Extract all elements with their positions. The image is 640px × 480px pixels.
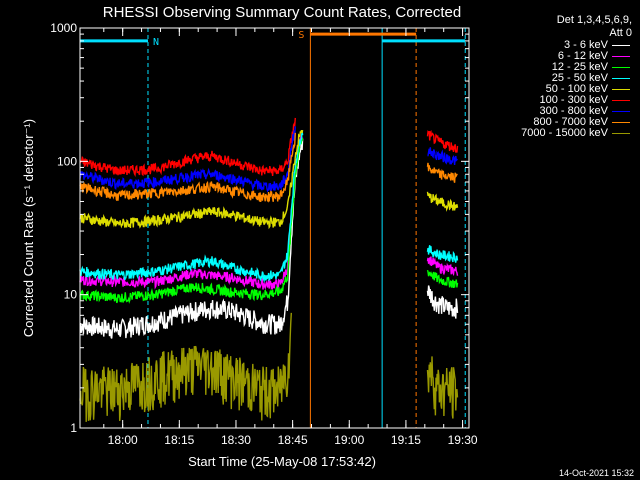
legend-swatch — [612, 133, 630, 134]
series-line-3 — [79, 130, 304, 283]
series-line-0-after-gap — [426, 285, 459, 319]
annotation-label-0: N — [153, 37, 159, 48]
legend-label: 50 - 100 keV — [545, 83, 608, 95]
legend-label: 300 - 800 keV — [539, 105, 609, 117]
series-line-5 — [79, 117, 296, 178]
legend-label: 100 - 300 keV — [539, 94, 609, 106]
legend-item: 12 - 25 keV — [486, 62, 636, 73]
axes-ticks: 1 10 100 1000 18:00 18:15 18:30 18:45 19:00 19:15… — [50, 21, 478, 447]
series-line-4 — [79, 129, 304, 230]
x-axis-label: Start Time (25-May-08 17:53:42) — [188, 454, 376, 469]
series-line-8-after-gap — [426, 356, 459, 419]
x-tick-label: 19:15 — [391, 433, 421, 447]
y-tick-label: 100 — [57, 154, 77, 168]
series-line-2-after-gap — [426, 269, 459, 288]
series-line-1 — [79, 134, 304, 291]
plot-frame — [79, 27, 470, 429]
y-tick-label: 1000 — [50, 21, 77, 35]
plot-area: NS — [79, 28, 466, 428]
legend-header-line2: Att 0 — [609, 27, 632, 39]
legend-item: 6 - 12 keV — [486, 51, 636, 62]
legend-swatch — [612, 100, 630, 101]
legend-swatch — [612, 67, 630, 68]
series-line-8 — [79, 312, 292, 422]
series-line-6 — [79, 126, 296, 193]
legend-item: 100 - 300 keV — [486, 95, 636, 106]
y-tick-label: 10 — [64, 288, 78, 302]
x-tick-label: 18:15 — [164, 433, 194, 447]
series-line-1-after-gap — [426, 256, 459, 277]
series-line-5-after-gap — [426, 130, 459, 153]
legend-item: 300 - 800 keV — [486, 106, 636, 117]
footer-timestamp: 14-Oct-2021 15:32 — [558, 468, 634, 478]
legend-item: 800 - 7000 keV — [486, 117, 636, 128]
legend-swatch — [612, 89, 630, 90]
x-tick-label: 18:45 — [278, 433, 308, 447]
series-line-7-after-gap — [426, 162, 458, 183]
legend-swatch — [612, 111, 630, 112]
x-tick-label: 18:00 — [108, 433, 138, 447]
legend: Det 1,3,4,5,6,9, Att 0 3 - 6 keV 6 - 12 k… — [486, 14, 636, 139]
legend-header-line1: Det 1,3,4,5,6,9, — [556, 14, 632, 26]
chart-title: RHESSI Observing Summary Count Rates, Co… — [103, 4, 461, 21]
annotation-label-1: S — [298, 30, 304, 41]
y-axis-label: Corrected Count Rate (s⁻¹ detector⁻¹) — [21, 119, 36, 337]
legend-label: 12 - 25 keV — [551, 61, 608, 73]
legend-swatch — [612, 56, 630, 57]
legend-label: 3 - 6 keV — [563, 39, 608, 51]
series-line-2 — [79, 137, 304, 304]
series-line-3-after-gap — [426, 245, 459, 263]
series-line-4-after-gap — [426, 191, 459, 212]
x-tick-label: 19:30 — [448, 433, 478, 447]
legend-label: 7000 - 15000 keV — [521, 127, 608, 139]
series-line-0 — [79, 137, 304, 339]
series-line-6-after-gap — [427, 147, 458, 165]
legend-swatch — [612, 78, 630, 79]
legend-label: 6 - 12 keV — [557, 50, 608, 62]
legend-item: 25 - 50 keV — [486, 73, 636, 84]
legend-swatch — [612, 45, 630, 46]
x-tick-label: 19:00 — [334, 433, 364, 447]
legend-item: 7000 - 15000 keV — [486, 128, 636, 139]
legend-item: 50 - 100 keV — [486, 84, 636, 95]
y-tick-label: 1 — [70, 421, 77, 435]
x-tick-label: 18:30 — [221, 433, 251, 447]
legend-label: 25 - 50 keV — [551, 72, 608, 84]
legend-item: 3 - 6 keV — [486, 40, 636, 51]
legend-rows: 3 - 6 keV 6 - 12 keV 12 - 25 keV 25 - 50 ke… — [486, 40, 636, 139]
legend-label: 800 - 7000 keV — [533, 116, 608, 128]
series-line-7 — [79, 132, 296, 203]
legend-swatch — [612, 122, 630, 123]
